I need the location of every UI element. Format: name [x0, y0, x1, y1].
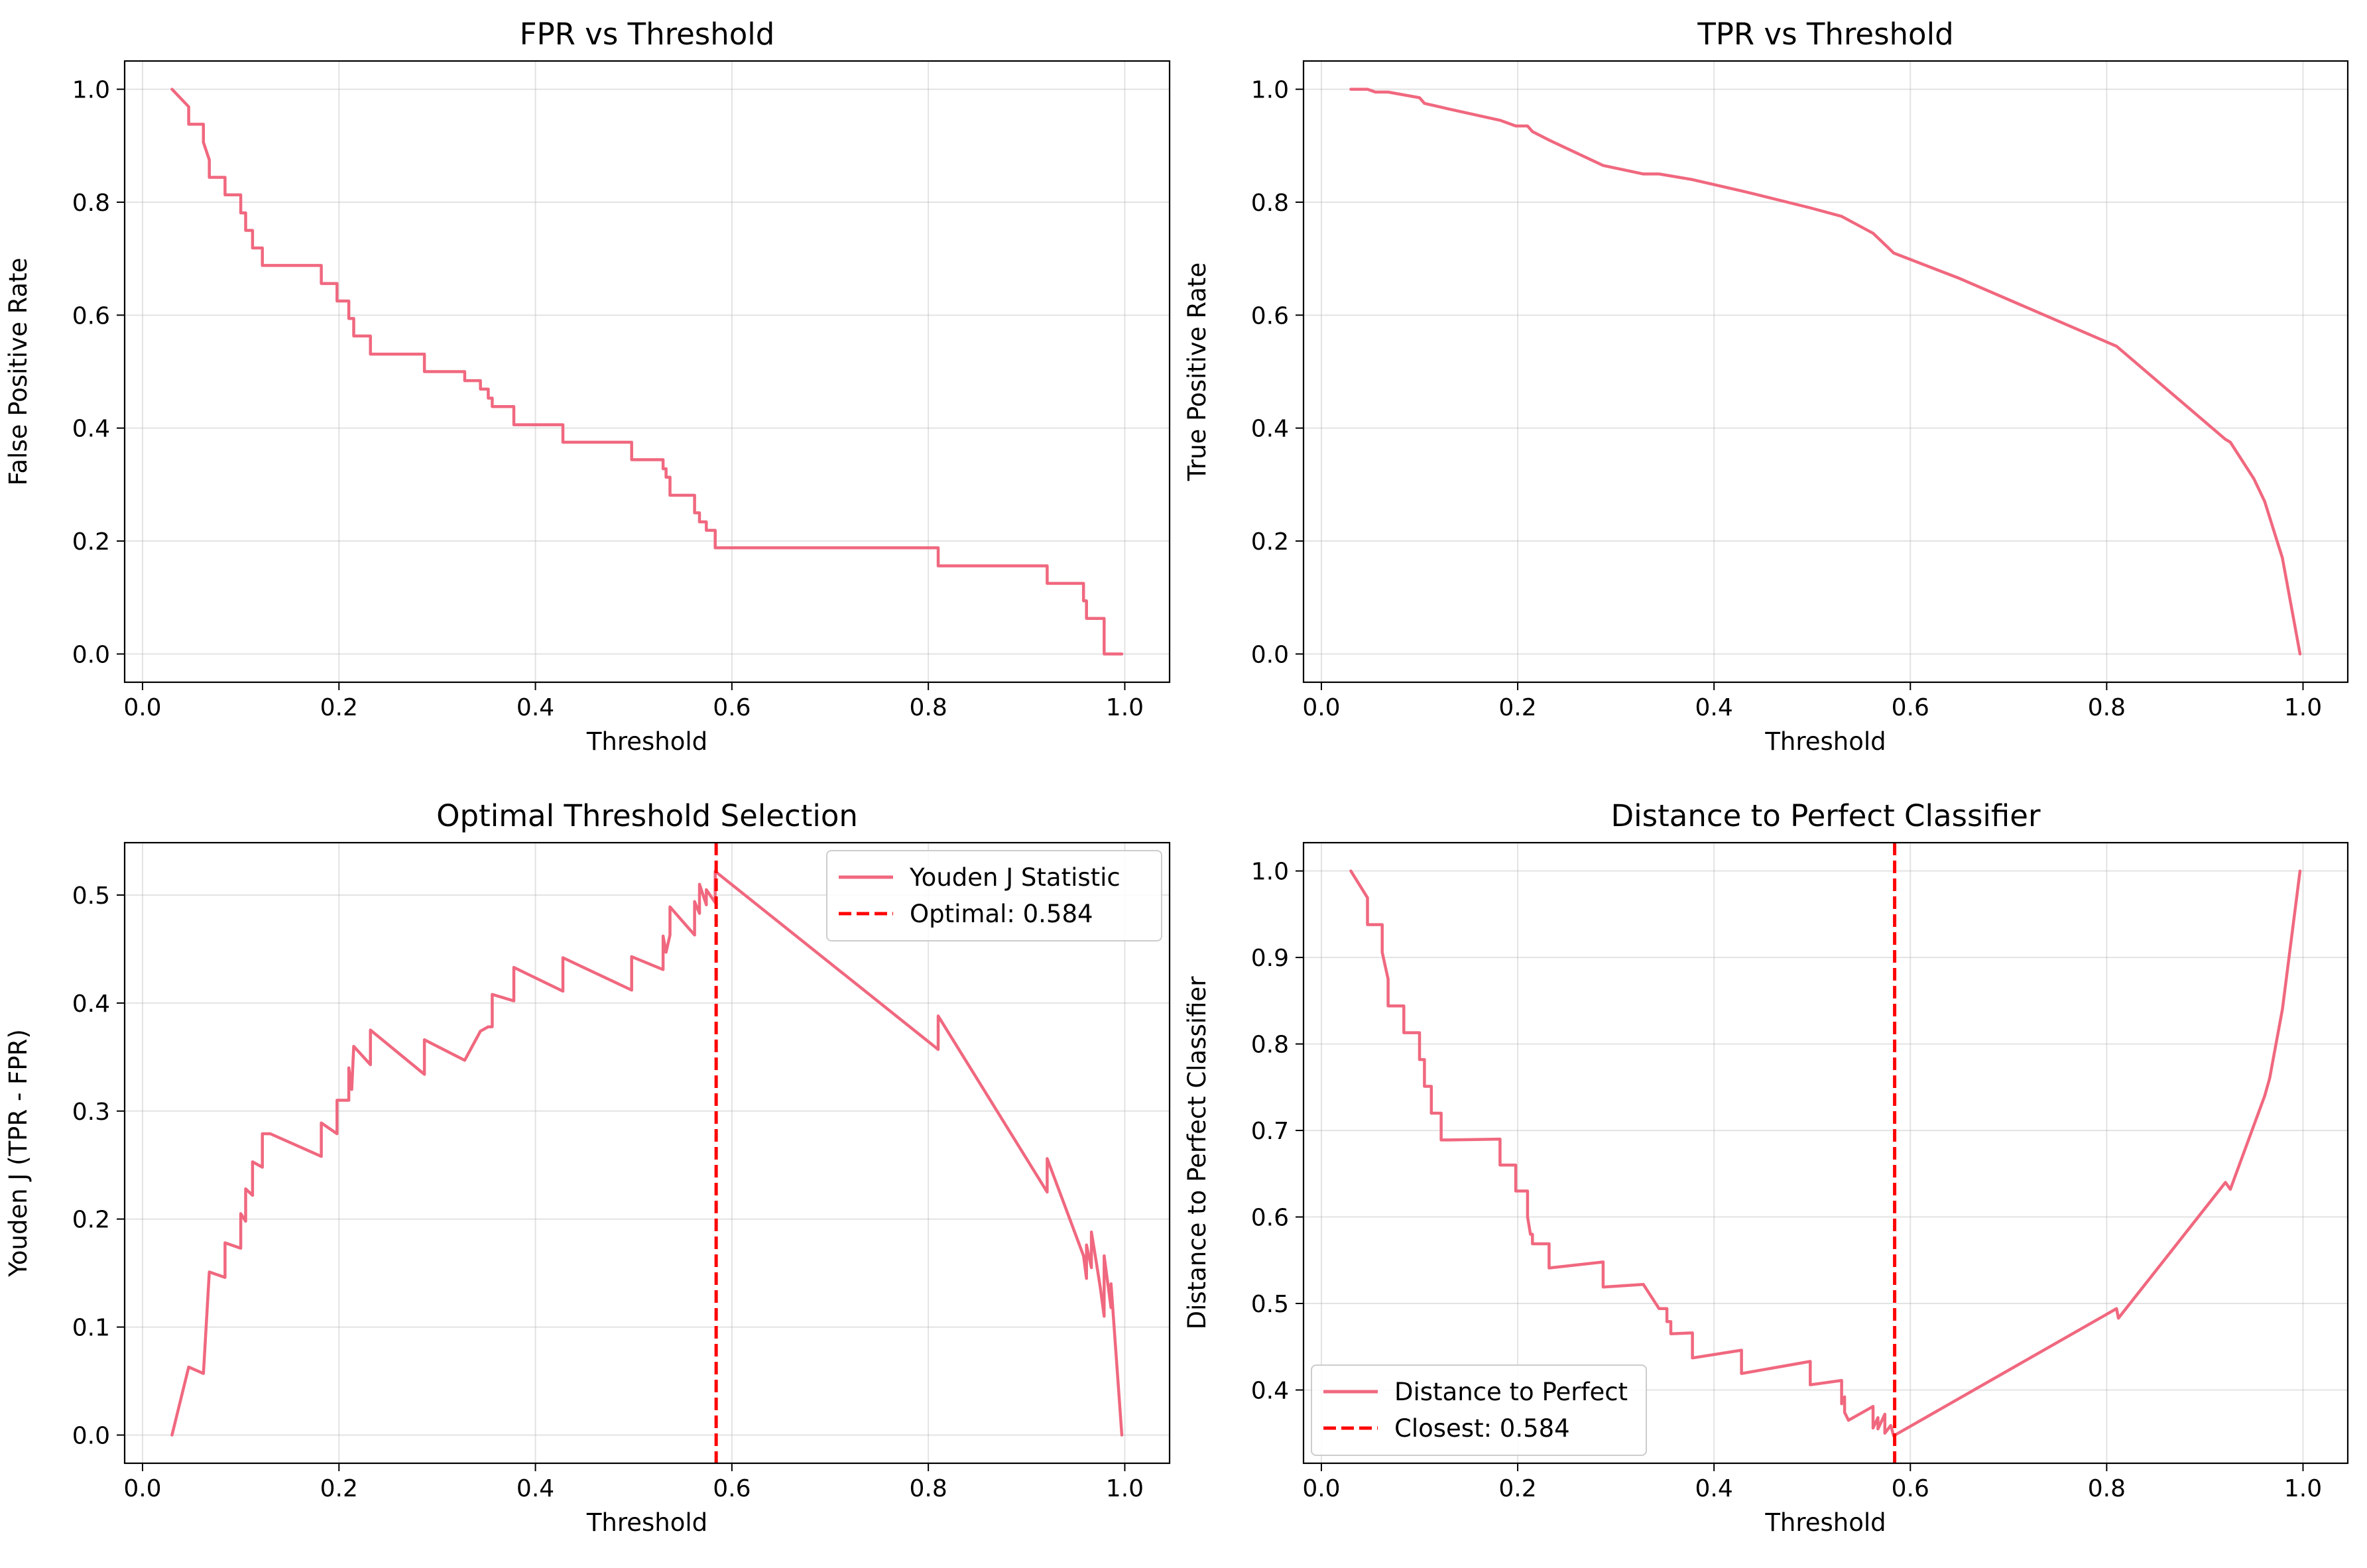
- y-tick-label: 0.0: [72, 641, 110, 668]
- x-tick-label: 0.2: [320, 694, 358, 721]
- y-tick-label: 1.0: [72, 77, 110, 104]
- legend-box: [1311, 1364, 1647, 1456]
- x-tick-label: 0.2: [320, 1475, 358, 1502]
- y-axis-label: Youden J (TPR - FPR): [4, 1029, 32, 1278]
- x-tick-label: 0.6: [1892, 1475, 1929, 1502]
- chart-3: 0.0 0.2 0.4 0.6 0.8 1.0 0.0 0.1 0.2 0.3 0.4 0.5 Thre…: [4, 798, 1171, 1537]
- x-tick-label: 0.0: [1302, 1475, 1340, 1502]
- legend-entry: Closest: 0.584: [1394, 1414, 1570, 1443]
- y-tick-label: 0.6: [1251, 302, 1289, 330]
- x-tick-label: 0.6: [713, 1475, 751, 1502]
- chart-title: Distance to Perfect Classifier: [1611, 798, 2041, 833]
- y-tick-label: 0.4: [1251, 1377, 1289, 1404]
- x-tick-label: 0.2: [1498, 694, 1536, 721]
- y-tick-label: 0.2: [72, 1207, 110, 1234]
- y-tick-label: 0.5: [72, 882, 110, 910]
- legend-entry: Youden J Statistic: [909, 863, 1121, 892]
- x-tick-label: 0.6: [713, 694, 751, 721]
- series-line-0: [1349, 869, 2302, 1437]
- x-axis-label: Threshold: [1764, 1508, 1886, 1537]
- y-tick-label: 0.8: [72, 190, 110, 217]
- legend: Distance to Perfect Closest: 0.584: [1311, 1364, 1647, 1456]
- y-tick-label: 1.0: [1251, 77, 1289, 104]
- chart-2: 0.0 0.2 0.4 0.6 0.8 1.0 0.0 0.2 0.4 0.6 0.8 1.0 Thre…: [1183, 17, 2349, 756]
- y-tick-label: 1.0: [1251, 859, 1289, 886]
- series-line-0: [1349, 88, 2302, 656]
- x-tick-label: 0.8: [2088, 1475, 2126, 1502]
- chart-4: 0.0 0.2 0.4 0.6 0.8 1.0 0.4 0.5 0.6 0.7 0.8 0.9 1.0 T…: [1183, 798, 2349, 1537]
- x-tick-label: 0.4: [516, 1475, 554, 1502]
- x-tick-label: 1.0: [1106, 694, 1144, 721]
- y-tick-label: 0.2: [1251, 528, 1289, 556]
- y-tick-label: 0.9: [1251, 945, 1289, 972]
- chart-title: FPR vs Threshold: [520, 17, 775, 52]
- y-tick-label: 0.4: [1251, 416, 1289, 443]
- x-tick-label: 1.0: [2284, 694, 2322, 721]
- x-tick-label: 0.0: [123, 694, 161, 721]
- y-tick-label: 0.5: [1251, 1291, 1289, 1318]
- x-tick-label: 1.0: [1106, 1475, 1144, 1502]
- x-axis-label: Threshold: [586, 727, 707, 756]
- plot-area: [1349, 88, 2302, 656]
- x-tick-label: 0.4: [1695, 694, 1733, 721]
- legend-box: [826, 850, 1162, 941]
- y-tick-label: 0.8: [1251, 190, 1289, 217]
- y-tick-label: 0.4: [72, 991, 110, 1018]
- axes-frame: [123, 60, 1171, 684]
- y-axis-label: False Positive Rate: [4, 258, 32, 486]
- axes-frame: [123, 841, 1171, 1465]
- y-tick-label: 0.6: [1251, 1205, 1289, 1232]
- x-tick-label: 0.6: [1892, 694, 1929, 721]
- chart-title: TPR vs Threshold: [1697, 17, 1953, 52]
- x-tick-label: 0.8: [2088, 694, 2126, 721]
- y-axis-label: Distance to Perfect Classifier: [1183, 976, 1211, 1330]
- y-tick-label: 0.4: [72, 416, 110, 443]
- y-tick-label: 0.0: [72, 1422, 110, 1449]
- y-tick-label: 0.3: [72, 1099, 110, 1126]
- y-tick-label: 0.2: [72, 528, 110, 556]
- plot-area: [170, 843, 1124, 1463]
- plot-area: [170, 88, 1124, 656]
- y-axis-label: True Positive Rate: [1183, 263, 1211, 482]
- x-tick-label: 0.0: [123, 1475, 161, 1502]
- chart-1: 0.0 0.2 0.4 0.6 0.8 1.0 0.0 0.2 0.4 0.6 0.8 1.0 Thre…: [4, 17, 1171, 756]
- axes-frame: [1302, 841, 2349, 1465]
- y-tick-label: 0.1: [72, 1315, 110, 1342]
- y-tick-label: 0.8: [1251, 1032, 1289, 1059]
- x-tick-label: 1.0: [2284, 1475, 2322, 1502]
- legend-entry: Optimal: 0.584: [910, 900, 1093, 928]
- x-tick-label: 0.8: [910, 694, 947, 721]
- y-tick-label: 0.7: [1251, 1118, 1289, 1145]
- x-tick-label: 0.0: [1302, 694, 1340, 721]
- series-line-0: [170, 88, 1124, 656]
- chart-title: Optimal Threshold Selection: [436, 798, 858, 833]
- x-tick-label: 0.4: [1695, 1475, 1733, 1502]
- y-tick-label: 0.6: [72, 302, 110, 330]
- legend-entry: Distance to Perfect: [1394, 1378, 1628, 1406]
- x-axis-label: Threshold: [586, 1508, 707, 1537]
- series-line-0: [170, 869, 1124, 1437]
- y-tick-label: 0.0: [1251, 641, 1289, 668]
- x-axis-label: Threshold: [1764, 727, 1886, 756]
- plot-area: [1349, 843, 2302, 1463]
- axes-frame: [1302, 60, 2349, 684]
- legend: Youden J Statistic Optimal: 0.584: [826, 850, 1162, 941]
- x-tick-label: 0.2: [1498, 1475, 1536, 1502]
- x-tick-label: 0.8: [910, 1475, 947, 1502]
- x-tick-label: 0.4: [516, 694, 554, 721]
